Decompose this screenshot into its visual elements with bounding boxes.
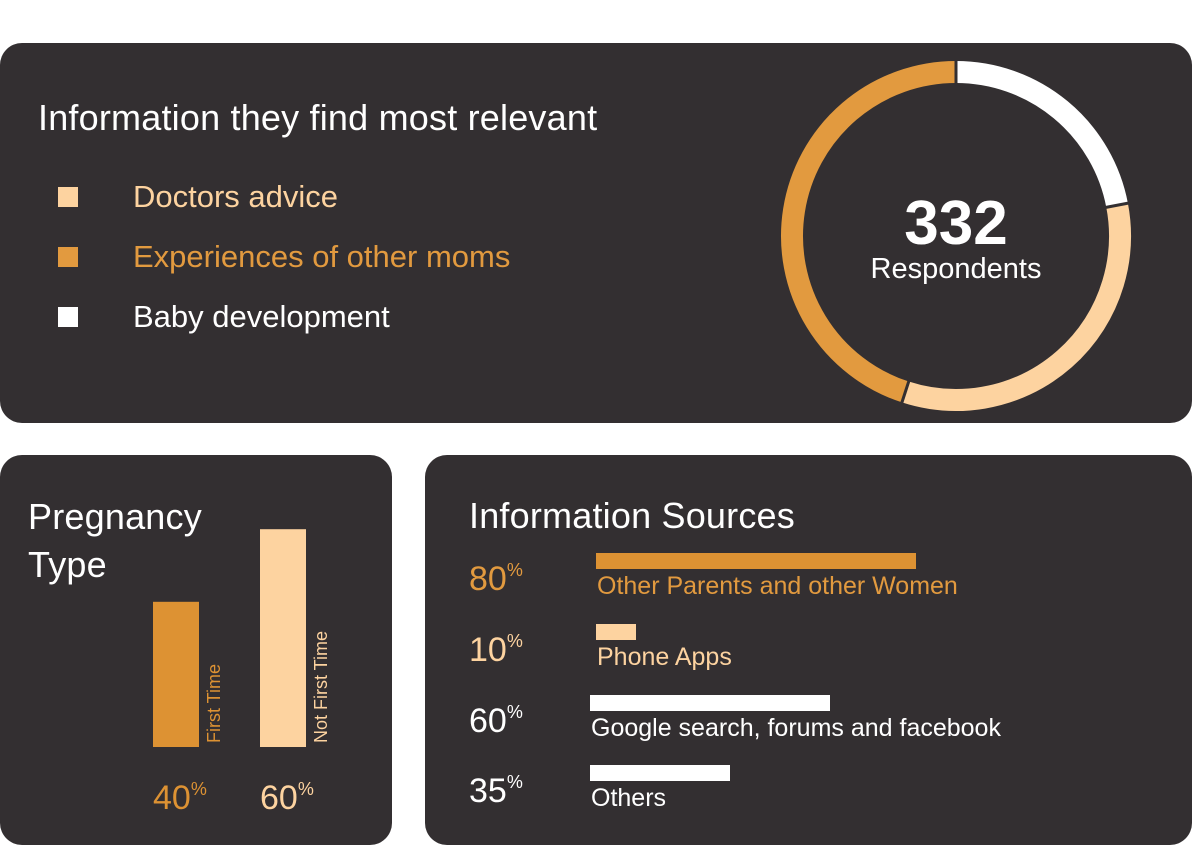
- bar-label-other-parents-and-other-women: Other Parents and other Women: [597, 572, 958, 600]
- bar-first-time: [153, 601, 199, 747]
- information-sources-panel: Information Sources Other Parents and ot…: [425, 455, 1192, 845]
- bar-value-first-time: 40%: [153, 779, 207, 817]
- donut-segment-experiences-of-other-moms: [781, 61, 957, 403]
- pregnancy-type-panel: First Time 40% Not First Time 60% Pregnancy…: [0, 455, 392, 845]
- bar-value-phone-apps: 10%: [469, 631, 523, 669]
- bar-value-other-parents-and-other-women: 80%: [469, 560, 523, 598]
- respondents-count: 332: [904, 189, 1007, 258]
- legend-swatch: [58, 307, 78, 327]
- respondents-label: Respondents: [871, 253, 1042, 285]
- bar-label-phone-apps: Phone Apps: [597, 643, 732, 671]
- donut-separator: [900, 380, 911, 404]
- legend-label: Experiences of other moms: [133, 239, 511, 274]
- bar-label-not-first-time: Not First Time: [311, 631, 331, 743]
- legend-label: Baby development: [133, 299, 390, 334]
- information-sources-title: Information Sources: [469, 495, 795, 536]
- bar-label-first-time: First Time: [204, 664, 224, 743]
- donut-segment-baby-development: [955, 61, 1128, 208]
- donut-separator: [1105, 201, 1130, 209]
- pregnancy-type-title: Pregnancy Type: [28, 496, 202, 585]
- legend-swatch: [58, 247, 78, 267]
- bar-google-search-forums-and-facebook: [590, 695, 830, 711]
- legend-swatch: [58, 187, 78, 207]
- relevance-panel: Information they find most relevant Doct…: [0, 43, 1192, 423]
- bar-other-parents-and-other-women: [596, 553, 916, 569]
- relevance-title: Information they find most relevant: [38, 97, 598, 138]
- legend-label: Doctors advice: [133, 179, 339, 214]
- information-sources-chart: Other Parents and other Women 80% Phone Ap…: [469, 553, 1001, 812]
- respondents-donut-chart: 332 Respondents: [781, 60, 1131, 411]
- pregnancy-type-chart: First Time 40% Not First Time 60%: [153, 529, 331, 817]
- bar-others: [590, 765, 730, 781]
- bar-not-first-time: [260, 529, 306, 747]
- bar-value-others: 35%: [469, 772, 523, 810]
- bar-value-google-search-forums-and-facebook: 60%: [469, 702, 523, 740]
- donut-segment-doctors-advice: [901, 203, 1131, 411]
- bar-label-google-search-forums-and-facebook: Google search, forums and facebook: [591, 714, 1001, 742]
- bar-label-others: Others: [591, 784, 666, 812]
- bar-value-not-first-time: 60%: [260, 779, 314, 817]
- bar-phone-apps: [596, 624, 636, 640]
